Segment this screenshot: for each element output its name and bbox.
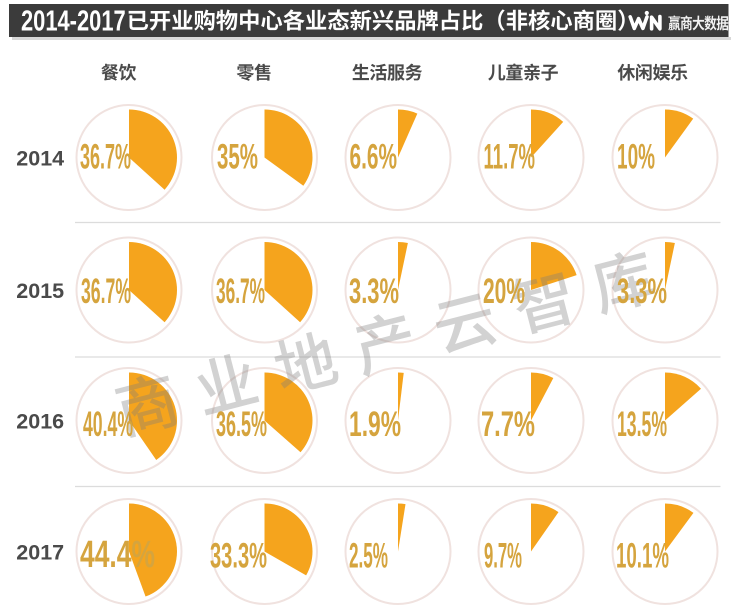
svg-text:2016: 2016: [16, 409, 64, 433]
svg-text:11.7%: 11.7%: [484, 137, 536, 176]
svg-text:2015: 2015: [16, 279, 64, 303]
svg-text:33.3%: 33.3%: [210, 537, 267, 576]
svg-text:13.5%: 13.5%: [617, 404, 667, 443]
svg-text:2014-2017: 2014-2017: [21, 6, 126, 37]
svg-text:6.6%: 6.6%: [350, 138, 397, 177]
svg-text:10.1%: 10.1%: [616, 536, 669, 575]
svg-text:2017: 2017: [16, 540, 64, 564]
svg-text:3.3%: 3.3%: [617, 273, 667, 311]
svg-text:3.3%: 3.3%: [349, 273, 399, 311]
svg-text:2.5%: 2.5%: [349, 535, 388, 574]
svg-text:20%: 20%: [483, 272, 525, 311]
svg-text:36.7%: 36.7%: [80, 137, 131, 176]
svg-text:36.5%: 36.5%: [216, 404, 267, 443]
svg-text:44.4%: 44.4%: [80, 532, 155, 575]
svg-text:7.7%: 7.7%: [481, 405, 535, 444]
svg-text:9.7%: 9.7%: [484, 535, 522, 575]
svg-text:2014: 2014: [16, 146, 64, 170]
svg-text:36.7%: 36.7%: [81, 271, 131, 310]
svg-text:1.9%: 1.9%: [349, 405, 401, 444]
svg-text:10%: 10%: [617, 137, 655, 176]
svg-text:40.4%: 40.4%: [83, 404, 133, 443]
svg-text:35%: 35%: [217, 138, 258, 177]
svg-text:36.7%: 36.7%: [216, 271, 265, 310]
